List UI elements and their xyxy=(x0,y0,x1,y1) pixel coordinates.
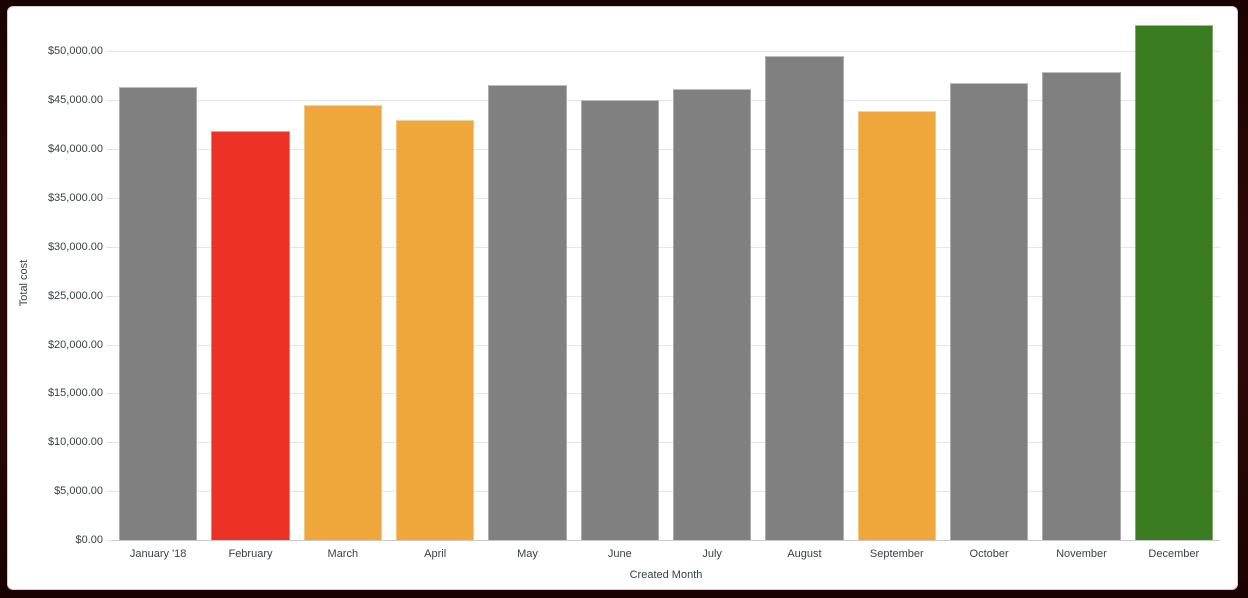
bar-slot xyxy=(758,25,850,541)
y-axis-tick-label: $10,000.00 xyxy=(47,436,103,449)
x-axis-tick-label: March xyxy=(327,548,359,560)
y-axis-tick-label: $40,000.00 xyxy=(47,143,103,156)
gridline xyxy=(112,442,1220,444)
bar-slot xyxy=(1035,25,1127,541)
gridline xyxy=(112,491,1220,493)
bar-slot xyxy=(666,25,758,541)
y-axis-tick xyxy=(107,149,112,151)
y-axis-tick xyxy=(107,295,112,297)
x-axis-tick-label: July xyxy=(702,548,722,560)
gridline xyxy=(112,393,1220,395)
x-axis-labels: January '18 February March April May June July… xyxy=(112,548,1220,560)
gridline xyxy=(112,197,1220,199)
bar-september[interactable] xyxy=(857,110,937,541)
y-axis-tick-label: $25,000.00 xyxy=(47,289,103,302)
bar-slot xyxy=(574,25,666,541)
x-axis-line xyxy=(112,540,1220,541)
bar-october[interactable] xyxy=(949,82,1029,541)
y-axis-tick-label: $45,000.00 xyxy=(47,94,103,107)
y-axis-tick xyxy=(107,442,112,444)
y-axis-tick xyxy=(107,197,112,199)
chart-panel: Total cost $0.00 $5,000.00 $10,000.00 $15,0… xyxy=(8,7,1237,589)
y-axis-tick xyxy=(107,491,112,493)
bar-slot xyxy=(1128,25,1220,541)
y-axis-tick-label: $20,000.00 xyxy=(47,338,103,351)
bar-august[interactable] xyxy=(765,55,844,541)
x-axis-tick-label: October xyxy=(969,548,1009,560)
x-axis-tick-label: February xyxy=(228,548,273,560)
bar-february[interactable] xyxy=(211,130,290,541)
y-axis-tick xyxy=(107,344,112,346)
x-axis-tick-label: June xyxy=(607,548,632,560)
bar-july[interactable] xyxy=(672,88,752,541)
gridline xyxy=(112,100,1220,102)
x-axis-tick-label: September xyxy=(869,548,924,560)
y-axis-tick-label: $30,000.00 xyxy=(47,240,103,253)
bar-slot xyxy=(851,25,943,541)
x-axis-tick-label: April xyxy=(424,548,447,560)
bar-slot xyxy=(389,25,481,541)
bar-slot xyxy=(943,25,1035,541)
x-axis-tick-label: December xyxy=(1148,548,1200,560)
y-axis-tick-label: $0.00 xyxy=(75,534,103,546)
y-axis-title: Total cost xyxy=(18,259,30,307)
bar-march[interactable] xyxy=(303,105,383,541)
x-axis-tick-label: November xyxy=(1056,548,1107,560)
x-axis-tick-label: January '18 xyxy=(129,548,187,560)
y-axis-tick-label: $50,000.00 xyxy=(47,45,103,58)
bar-april[interactable] xyxy=(395,120,475,541)
y-axis-tick xyxy=(107,393,112,395)
y-axis-tick xyxy=(107,51,112,53)
x-axis-tick-label: August xyxy=(787,548,822,560)
bar-may[interactable] xyxy=(488,84,567,541)
bar-slot xyxy=(112,25,204,541)
y-axis-tick xyxy=(107,540,112,541)
bar-slot xyxy=(481,25,573,541)
y-axis-tick xyxy=(107,246,112,248)
bar-january-18[interactable] xyxy=(118,86,198,541)
bar-slot xyxy=(297,25,389,541)
gridline xyxy=(112,344,1220,346)
plot-area xyxy=(107,25,1220,541)
gridline xyxy=(112,295,1220,297)
x-axis-title: Created Month xyxy=(629,569,703,581)
y-axis-tick-label: $35,000.00 xyxy=(47,191,103,204)
gridline xyxy=(112,149,1220,151)
x-axis-tick-label: May xyxy=(517,548,538,560)
y-axis-tick-label: $15,000.00 xyxy=(47,387,103,400)
gridline xyxy=(112,246,1220,248)
bar-june[interactable] xyxy=(580,99,660,541)
bar-december[interactable] xyxy=(1134,25,1213,541)
bar-slot xyxy=(204,25,296,541)
gridline xyxy=(112,51,1220,53)
bar-november[interactable] xyxy=(1042,71,1121,541)
y-axis-tick xyxy=(107,100,112,102)
y-axis-tick-label: $5,000.00 xyxy=(54,485,103,498)
bars-layer xyxy=(112,25,1220,541)
